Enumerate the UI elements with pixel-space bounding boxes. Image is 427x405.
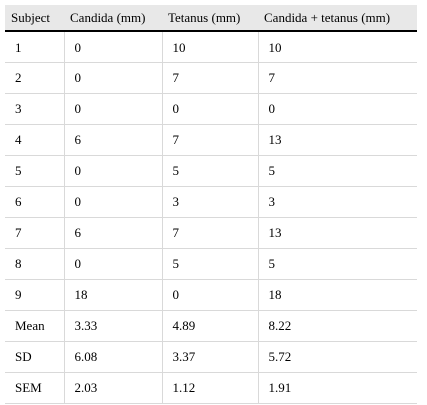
combined-cell: 1.91 <box>257 372 417 404</box>
results-table: Subject Candida (mm) Tetanus (mm) Candid… <box>5 5 417 404</box>
results-table-container: Subject Candida (mm) Tetanus (mm) Candid… <box>5 5 417 404</box>
header-cell-subject: Subject <box>5 5 64 32</box>
subject-cell: Mean <box>5 310 64 342</box>
combined-cell: 13 <box>257 124 417 156</box>
tetanus-cell: 1.12 <box>161 372 258 404</box>
candida-cell: 0 <box>63 93 162 125</box>
combined-cell: 18 <box>257 279 417 311</box>
combined-cell: 5 <box>257 248 417 280</box>
candida-cell: 0 <box>63 248 162 280</box>
tetanus-cell: 0 <box>161 93 258 125</box>
subject-cell: 7 <box>5 217 64 249</box>
candida-cell: 0 <box>63 155 162 187</box>
tetanus-cell: 5 <box>161 155 258 187</box>
candida-cell: 6.08 <box>63 341 162 373</box>
tetanus-cell: 0 <box>161 279 258 311</box>
candida-cell: 18 <box>63 279 162 311</box>
subject-cell: 1 <box>5 31 64 63</box>
table-row: 9 18 0 18 <box>5 279 417 311</box>
header-row: Subject Candida (mm) Tetanus (mm) Candid… <box>5 5 417 32</box>
table-row: SD 6.08 3.37 5.72 <box>5 341 417 373</box>
combined-cell: 7 <box>257 62 417 94</box>
table-body: 1 0 10 10 2 0 7 7 3 0 0 0 4 6 7 13 5 0 5 5 6 0 3 3 7 6 7 13 8 0 5 5 9 18 0… <box>5 31 417 404</box>
subject-cell: 6 <box>5 186 64 218</box>
table-row: SEM 2.03 1.12 1.91 <box>5 372 417 404</box>
table-row: Mean 3.33 4.89 8.22 <box>5 310 417 342</box>
header-cell-tetanus: Tetanus (mm) <box>162 5 258 32</box>
table-header: Subject Candida (mm) Tetanus (mm) Candid… <box>5 5 417 32</box>
candida-cell: 6 <box>63 217 162 249</box>
tetanus-cell: 10 <box>161 31 258 63</box>
subject-cell: 3 <box>5 93 64 125</box>
table-row: 7 6 7 13 <box>5 217 417 249</box>
table-row: 4 6 7 13 <box>5 124 417 156</box>
candida-cell: 0 <box>63 62 162 94</box>
combined-cell: 5 <box>257 155 417 187</box>
subject-cell: 2 <box>5 62 64 94</box>
header-cell-candida: Candida (mm) <box>64 5 162 32</box>
table-row: 1 0 10 10 <box>5 31 417 63</box>
tetanus-cell: 5 <box>161 248 258 280</box>
combined-cell: 13 <box>257 217 417 249</box>
candida-cell: 0 <box>63 186 162 218</box>
header-cell-candida-plus-tetanus: Candida + tetanus (mm) <box>258 5 417 32</box>
tetanus-cell: 3 <box>161 186 258 218</box>
candida-cell: 0 <box>63 31 162 63</box>
subject-cell: 4 <box>5 124 64 156</box>
subject-cell: 5 <box>5 155 64 187</box>
candida-cell: 3.33 <box>63 310 162 342</box>
tetanus-cell: 3.37 <box>161 341 258 373</box>
candida-cell: 2.03 <box>63 372 162 404</box>
tetanus-cell: 7 <box>161 124 258 156</box>
tetanus-cell: 7 <box>161 62 258 94</box>
subject-cell: 8 <box>5 248 64 280</box>
tetanus-cell: 4.89 <box>161 310 258 342</box>
combined-cell: 10 <box>257 31 417 63</box>
combined-cell: 3 <box>257 186 417 218</box>
combined-cell: 5.72 <box>257 341 417 373</box>
subject-cell: SD <box>5 341 64 373</box>
tetanus-cell: 7 <box>161 217 258 249</box>
subject-cell: 9 <box>5 279 64 311</box>
combined-cell: 8.22 <box>257 310 417 342</box>
candida-cell: 6 <box>63 124 162 156</box>
combined-cell: 0 <box>257 93 417 125</box>
subject-cell: SEM <box>5 372 64 404</box>
